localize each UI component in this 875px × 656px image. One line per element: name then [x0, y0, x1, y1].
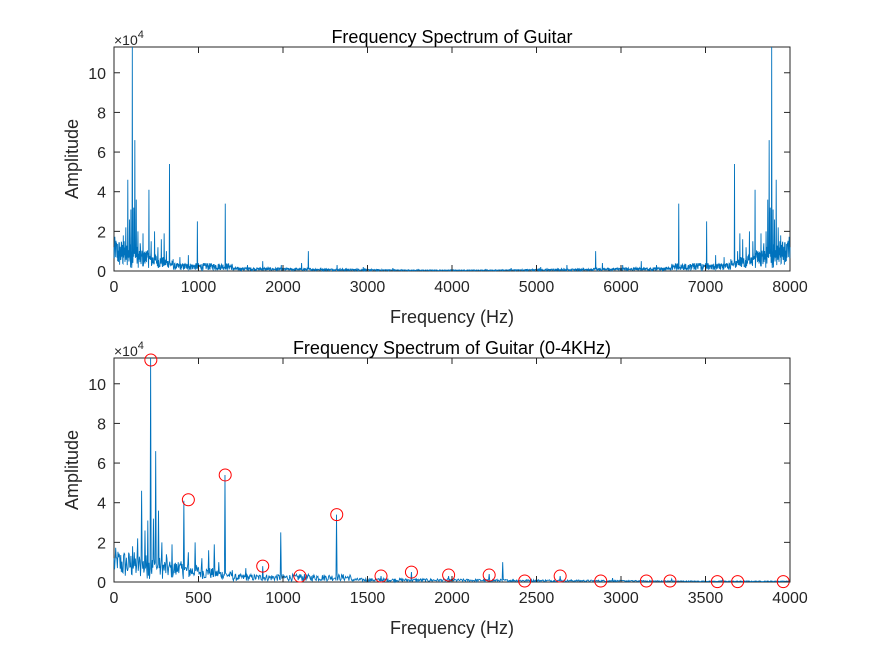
x-tick-label: 8000 [772, 279, 808, 296]
x-tick-label: 2000 [434, 590, 470, 607]
y-tick-label: 0 [97, 575, 106, 592]
y-tick-label: 10 [88, 377, 106, 394]
top-chart-title: Frequency Spectrum of Guitar [331, 27, 572, 47]
peak-marker [374, 569, 388, 583]
bottom-x-axis-label: Frequency (Hz) [390, 618, 514, 638]
x-tick-label: 3000 [603, 590, 639, 607]
top-y-exponent: ×104 [114, 29, 144, 48]
x-tick-label: 4000 [434, 279, 470, 296]
bottom-chart-title: Frequency Spectrum of Guitar (0-4KHz) [293, 338, 611, 358]
bottom-y-axis-label: Amplitude [62, 430, 82, 510]
bottom-x-ticks: 0 500 1000 1500 2000 2500 3000 3500 4000 [110, 358, 808, 607]
y-tick-label: 4 [97, 185, 106, 202]
peak-marker [710, 575, 724, 589]
x-tick-label: 2000 [265, 279, 301, 296]
bottom-axes: 0 500 1000 1500 2000 2500 3000 3500 4000 0 2 4 6 8 10… [62, 338, 808, 638]
top-y-axis-label: Amplitude [62, 119, 82, 199]
bottom-plot-area [113, 357, 791, 583]
y-tick-label: 6 [97, 145, 106, 162]
bottom-peak-markers [144, 353, 790, 589]
y-tick-label: 10 [88, 66, 106, 83]
peak-marker [442, 568, 456, 582]
x-tick-label: 6000 [603, 279, 639, 296]
peak-marker [663, 574, 677, 588]
x-tick-label: 500 [185, 590, 212, 607]
peak-marker [731, 575, 745, 589]
bottom-y-exponent-base: ×10 [114, 343, 138, 359]
peak-marker [181, 493, 195, 507]
y-tick-label: 8 [97, 105, 106, 122]
top-plot-area [113, 46, 791, 272]
x-tick-label: 1000 [181, 279, 217, 296]
peak-marker [218, 468, 232, 482]
peak-marker [482, 568, 496, 582]
y-tick-label: 6 [97, 456, 106, 473]
y-tick-label: 2 [97, 535, 106, 552]
x-tick-label: 1000 [265, 590, 301, 607]
y-tick-label: 2 [97, 224, 106, 241]
x-tick-label: 3500 [688, 590, 724, 607]
top-y-exponent-power: 4 [138, 29, 144, 41]
peak-marker [518, 574, 532, 588]
bottom-y-ticks: 0 2 4 6 8 10 [88, 377, 790, 592]
peak-marker [144, 353, 158, 367]
top-y-ticks: 0 2 4 6 8 10 [88, 66, 790, 281]
top-x-ticks: 0 1000 2000 3000 4000 5000 6000 7000 8000 [110, 47, 808, 296]
top-axes: 0 1000 2000 3000 4000 5000 6000 7000 8000 0 2 4 6 8 1… [62, 27, 808, 327]
x-tick-label: 3000 [350, 279, 386, 296]
x-tick-label: 1500 [350, 590, 386, 607]
x-tick-label: 5000 [519, 279, 555, 296]
peak-marker [293, 569, 307, 583]
x-tick-label: 7000 [688, 279, 724, 296]
bottom-y-exponent-power: 4 [138, 340, 144, 352]
x-tick-label: 2500 [519, 590, 555, 607]
top-x-axis-label: Frequency (Hz) [390, 307, 514, 327]
y-tick-label: 8 [97, 416, 106, 433]
x-tick-label: 0 [110, 279, 119, 296]
peak-marker [594, 574, 608, 588]
top-y-exponent-base: ×10 [114, 32, 138, 48]
peak-marker [404, 565, 418, 579]
bottom-y-exponent: ×104 [114, 340, 144, 359]
x-tick-label: 4000 [772, 590, 808, 607]
y-tick-label: 0 [97, 264, 106, 281]
peak-marker [330, 508, 344, 522]
y-tick-label: 4 [97, 496, 106, 513]
peak-marker [256, 559, 270, 573]
x-tick-label: 0 [110, 590, 119, 607]
peak-marker [639, 574, 653, 588]
peak-marker [553, 569, 567, 583]
